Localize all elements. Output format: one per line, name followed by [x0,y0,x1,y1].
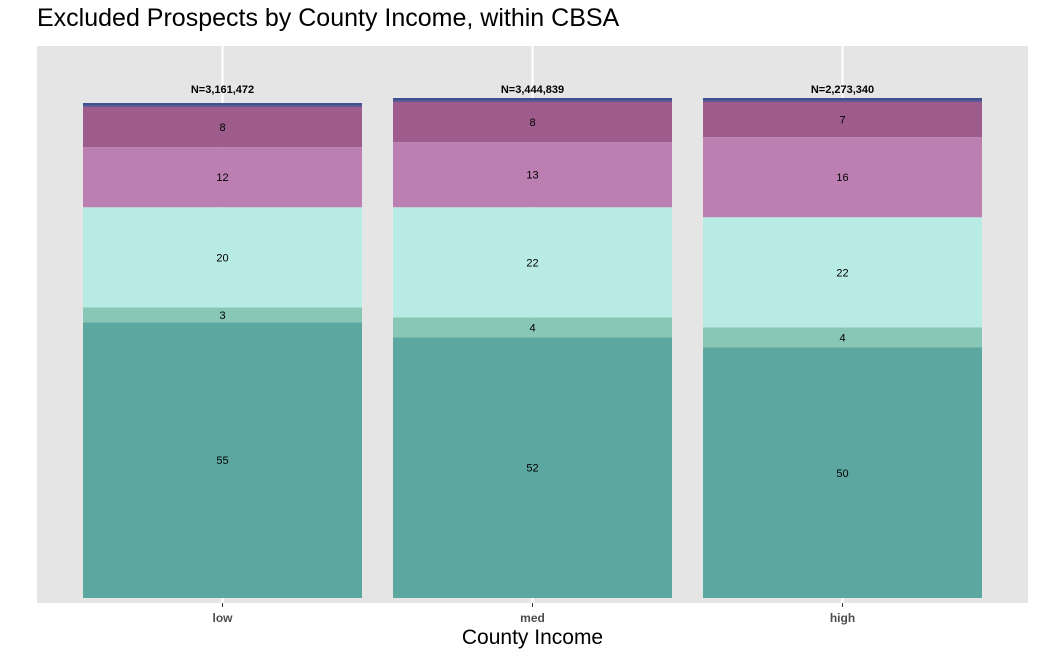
data-label-med-4: 13 [526,170,538,182]
bar-segment-high-4 [703,137,982,218]
data-label-low-5: 8 [219,122,225,134]
bar-segment-low-6 [83,105,362,108]
total-label-high: N=2,273,340 [811,84,874,96]
bar-segment-med-7 [393,98,672,101]
bar-segment-med-1 [393,337,672,598]
x-axis-title: County Income [461,626,604,649]
total-label-low: N=3,161,472 [191,84,254,96]
data-label-low-1: 55 [216,455,228,467]
bar-segment-high-7 [703,98,982,101]
bar-segment-med-5 [393,102,672,143]
data-label-low-2: 3 [219,310,225,322]
bar-segment-high-3 [703,217,982,328]
total-label-med: N=3,444,839 [501,84,564,96]
bar-segment-med-2 [393,317,672,338]
x-axis: low med high [213,603,855,625]
x-tick-label-high: high [830,611,855,625]
bar-segment-high-6 [703,100,982,103]
data-label-low-3: 20 [216,252,228,264]
bar-segment-high-2 [703,327,982,348]
bars-layer [83,98,982,598]
data-label-med-1: 52 [526,463,538,475]
data-label-high-4: 16 [836,172,848,184]
bar-segment-low-7 [83,103,362,106]
x-tick-label-med: med [520,611,545,625]
bar-segment-high-5 [703,102,982,138]
x-tick-label-low: low [213,611,234,625]
bar-segment-low-4 [83,147,362,208]
data-label-low-4: 12 [216,172,228,184]
bar-segment-low-5 [83,107,362,148]
data-label-high-1: 50 [836,468,848,480]
data-label-med-5: 8 [529,117,535,129]
labels-layer: 55 3 20 12 8 N=3,161,472 52 4 22 13 8 N=3,444,839 50… [191,84,874,480]
bar-segment-low-2 [83,307,362,323]
bar-segment-med-6 [393,100,672,103]
data-label-high-5: 7 [839,115,845,127]
data-label-high-3: 22 [836,267,848,279]
data-label-high-2: 4 [839,332,845,344]
data-label-med-2: 4 [529,322,535,334]
bar-segment-low-1 [83,322,362,598]
bar-segment-high-1 [703,347,982,598]
bar-segment-med-4 [393,142,672,208]
chart-title: Excluded Prospects by County Income, wit… [37,4,620,32]
bar-segment-low-3 [83,207,362,308]
data-label-med-3: 22 [526,257,538,269]
bar-segment-med-3 [393,207,672,318]
